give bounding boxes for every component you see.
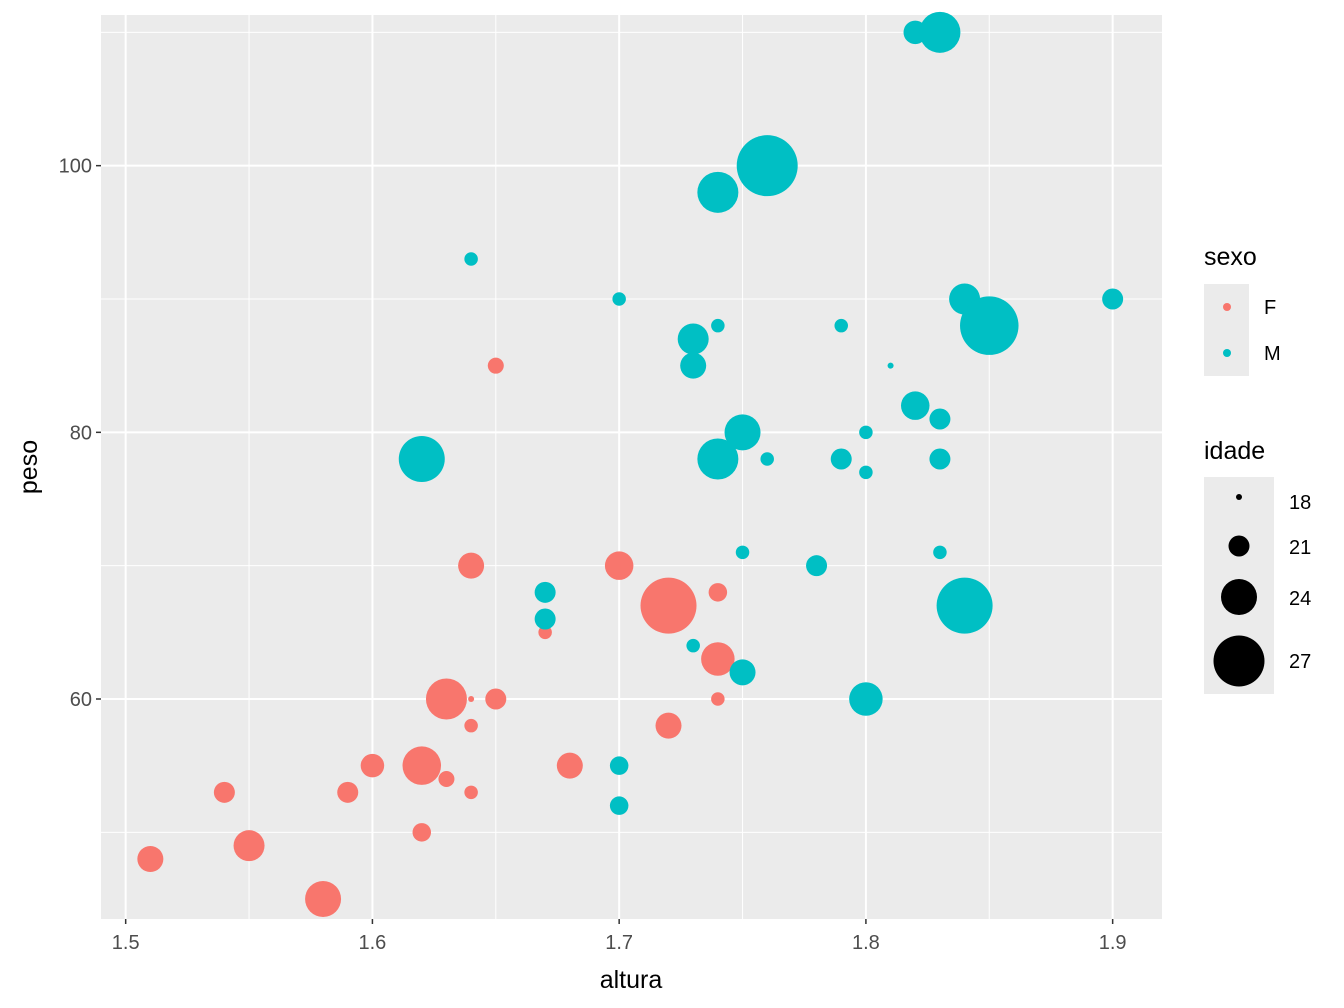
data-point-m: [735, 545, 750, 560]
y-tick-label: 60: [70, 689, 92, 711]
legend-size-key-24: [1221, 579, 1257, 615]
legend-sexo: sexo F M: [1204, 243, 1281, 376]
data-point-m: [929, 448, 951, 470]
legend-key-f: [1223, 303, 1231, 311]
legend-label-f: F: [1264, 297, 1276, 319]
legend-sexo-key-background: [1204, 284, 1249, 376]
data-point-m: [859, 465, 873, 480]
data-point-f: [412, 823, 432, 842]
data-point-m: [724, 414, 761, 451]
x-axis-ticks: 1.5 1.6 1.7 1.8 1.9: [112, 919, 1127, 954]
data-point-f: [556, 752, 583, 779]
y-tick-label: 80: [70, 422, 92, 444]
data-point-m: [806, 555, 828, 577]
y-axis-ticks: 60 80 100: [59, 156, 101, 711]
x-tick-label: 1.6: [359, 932, 387, 954]
data-point-m: [609, 756, 629, 775]
data-point-m: [859, 425, 873, 440]
data-point-m: [830, 448, 852, 470]
data-point-m: [929, 408, 951, 430]
data-point-f: [402, 746, 442, 785]
y-tick-label: 100: [59, 156, 92, 178]
data-point-m: [760, 452, 774, 466]
data-point-f: [701, 642, 735, 676]
data-point-f: [233, 830, 265, 862]
data-point-f: [360, 753, 385, 778]
data-point-m: [919, 11, 961, 53]
legend-label-18: 18: [1289, 492, 1311, 514]
data-point-m: [677, 323, 709, 355]
data-point-f: [485, 688, 507, 710]
legend-sexo-title: sexo: [1204, 243, 1257, 271]
data-point-m: [834, 318, 848, 333]
x-tick-label: 1.9: [1099, 932, 1127, 954]
data-point-m: [711, 318, 725, 333]
data-point-f: [425, 678, 467, 720]
legend-idade-title: idade: [1204, 437, 1265, 465]
data-point-m: [612, 292, 626, 306]
data-point-m: [680, 352, 707, 379]
data-point-f: [213, 781, 235, 803]
data-point-f: [487, 357, 504, 374]
data-point-f: [305, 881, 342, 917]
data-point-f: [640, 577, 697, 634]
legend-label-24: 24: [1289, 588, 1311, 610]
legend-size-key-18: [1236, 494, 1242, 500]
data-point-f: [538, 625, 552, 640]
data-point-m: [933, 545, 947, 560]
legend-size-key-21: [1228, 535, 1250, 557]
data-point-f: [464, 718, 478, 733]
data-point-m: [534, 581, 556, 603]
data-point-m: [729, 659, 756, 686]
data-point-f: [711, 692, 725, 706]
data-point-f: [438, 771, 455, 787]
data-point-f: [655, 712, 682, 739]
data-point-m: [936, 577, 993, 634]
data-points: [137, 11, 1124, 917]
data-point-m: [697, 171, 739, 213]
data-point-f: [708, 583, 728, 602]
legend-size-key-27: [1213, 635, 1265, 687]
data-point-f: [458, 552, 485, 579]
x-tick-label: 1.8: [852, 932, 880, 954]
data-point-m: [1102, 288, 1124, 310]
legend-key-m: [1223, 349, 1231, 357]
data-point-m: [736, 135, 798, 197]
data-point-m: [960, 296, 1019, 355]
data-point-m: [609, 796, 629, 815]
data-point-f: [137, 846, 164, 872]
data-point-m: [686, 638, 700, 653]
data-point-f: [464, 785, 478, 800]
legend-label-21: 21: [1289, 537, 1311, 559]
data-point-m: [697, 438, 739, 480]
legend-label-m: M: [1264, 343, 1281, 365]
legend-label-27: 27: [1289, 651, 1311, 673]
data-point-m: [464, 252, 478, 266]
x-tick-label: 1.5: [112, 932, 140, 954]
data-point-m: [849, 682, 883, 716]
data-point-f: [604, 551, 634, 580]
panel-background: [101, 15, 1162, 919]
x-axis-title: altura: [600, 966, 663, 994]
legend-idade-keys: [1213, 494, 1265, 687]
data-point-f: [468, 696, 475, 702]
x-tick-label: 1.7: [605, 932, 633, 954]
y-axis-title: peso: [15, 440, 43, 494]
legend-idade: idade 18 21 24 27: [1204, 437, 1311, 694]
data-point-m: [534, 608, 556, 630]
data-point-m: [901, 391, 930, 420]
data-point-f: [337, 781, 359, 803]
data-point-m: [887, 362, 894, 369]
data-point-m: [398, 436, 445, 482]
